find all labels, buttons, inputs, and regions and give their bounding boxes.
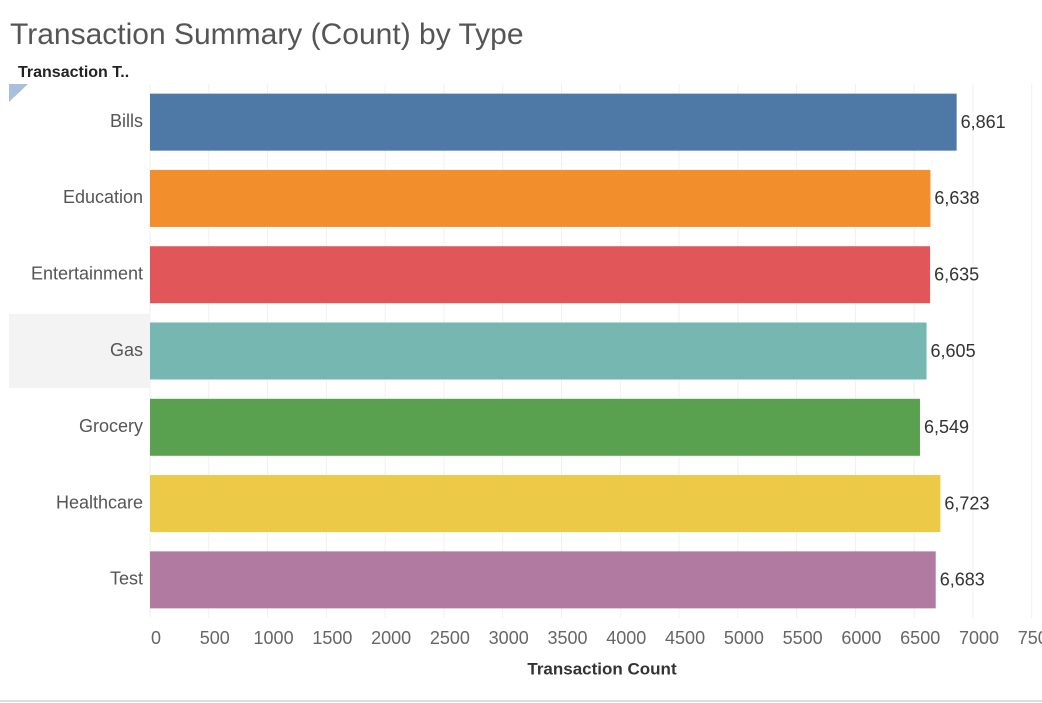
y-tick-label: Bills [110, 111, 143, 131]
y-tick-label: Test [110, 569, 143, 589]
y-tick-label: Entertainment [31, 263, 143, 283]
y-axis-header[interactable]: Transaction T.. [18, 64, 129, 81]
y-tick-label: Education [63, 187, 143, 207]
bar [150, 246, 931, 304]
y-tick-label: Grocery [79, 416, 143, 436]
value-label: 6,723 [944, 493, 989, 513]
bar [150, 475, 941, 533]
x-tick-label: 7500 [1018, 628, 1042, 648]
x-tick-label: 6500 [900, 628, 940, 648]
y-tick-label: Gas [110, 340, 143, 360]
x-tick-label: 1500 [312, 628, 352, 648]
x-tick-label: 4500 [665, 628, 705, 648]
x-tick-label: 3000 [489, 628, 529, 648]
bar [150, 398, 920, 456]
sort-icon[interactable] [9, 84, 28, 102]
x-tick-label: 5500 [783, 628, 823, 648]
value-label: 6,635 [934, 264, 979, 284]
row-highlight [9, 313, 150, 389]
x-tick-label: 2500 [430, 628, 470, 648]
x-tick-label: 500 [200, 628, 230, 648]
value-label: 6,683 [940, 570, 985, 590]
value-label: 6,861 [961, 112, 1006, 132]
chart-title: Transaction Summary (Count) by Type [10, 18, 524, 51]
x-tick-label: 3500 [547, 628, 587, 648]
x-tick-label: 4000 [606, 628, 646, 648]
bar [150, 93, 957, 151]
x-axis-title: Transaction Count [527, 659, 677, 678]
x-tick-label: 5000 [724, 628, 764, 648]
x-tick-label: 0 [151, 628, 161, 648]
bar [150, 322, 927, 380]
value-label: 6,549 [924, 417, 969, 437]
x-tick-label: 6000 [841, 628, 881, 648]
x-tick-label: 2000 [371, 628, 411, 648]
value-label: 6,605 [931, 341, 976, 361]
bar [150, 169, 931, 227]
x-tick-label: 1000 [254, 628, 294, 648]
x-tick-label: 7000 [959, 628, 999, 648]
y-tick-label: Healthcare [56, 492, 143, 512]
value-label: 6,638 [934, 188, 979, 208]
bar [150, 551, 936, 609]
